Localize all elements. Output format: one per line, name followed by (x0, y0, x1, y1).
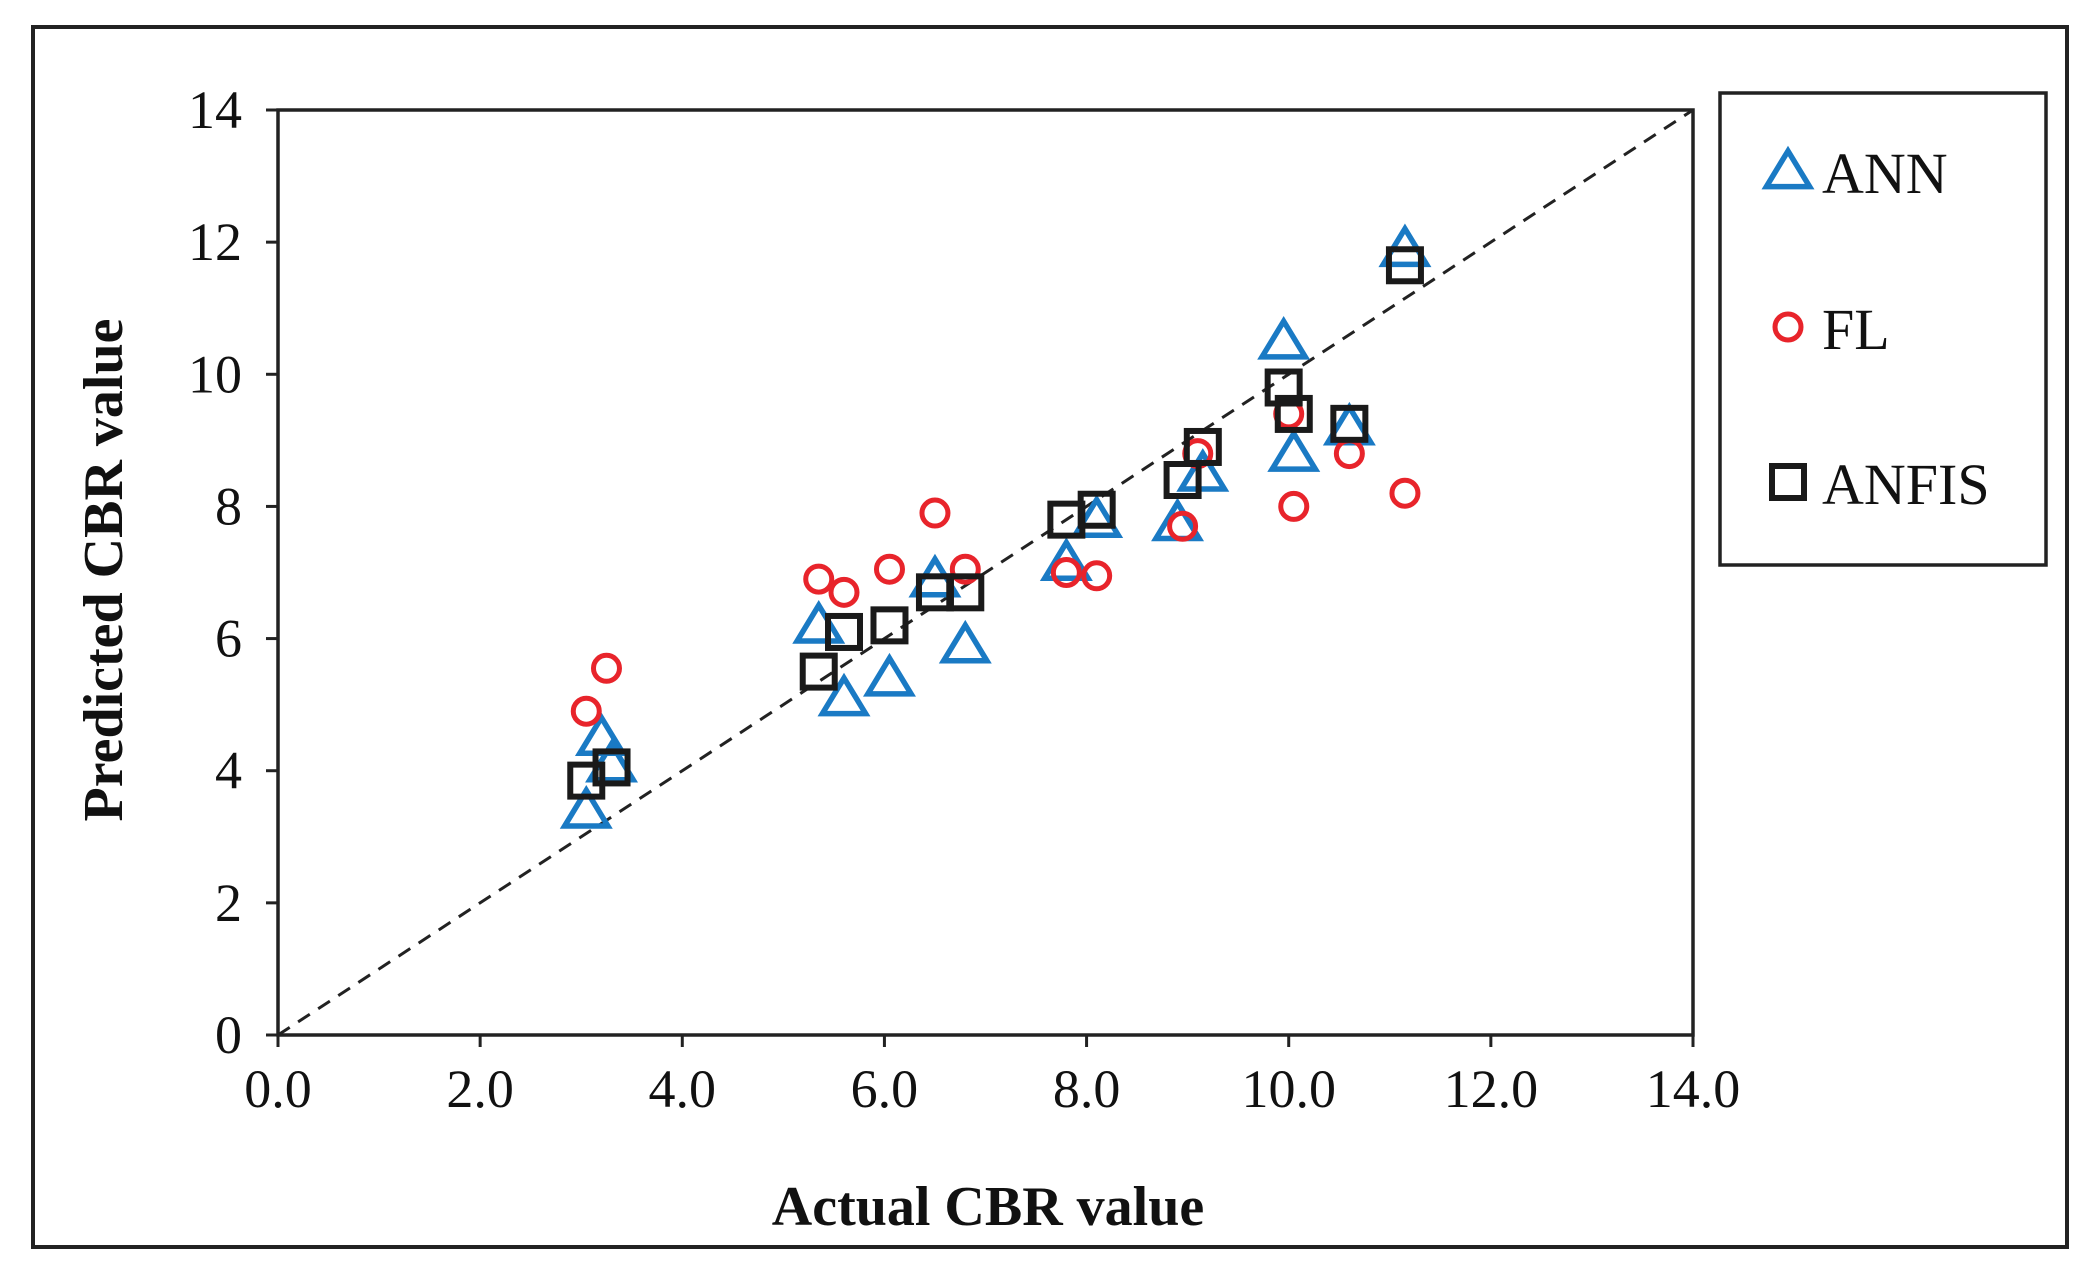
anfis-point (1264, 368, 1303, 407)
fl-point (949, 553, 981, 585)
legend-fl-label: FL (1822, 297, 1890, 362)
anfis-point (1330, 404, 1369, 443)
y-axis-title: Predicted CBR value (73, 319, 135, 822)
x-tick-label: 8.0 (1053, 1059, 1121, 1119)
x-tick-label: 12.0 (1444, 1059, 1539, 1119)
y-tick-label: 12 (188, 212, 242, 272)
anfis-point (870, 606, 909, 645)
ann-point (1267, 428, 1321, 472)
y-tick-label: 8 (215, 476, 242, 536)
legend-fl-marker (1772, 311, 1804, 343)
anfis-point (1077, 490, 1116, 529)
x-tick-label: 6.0 (851, 1059, 919, 1119)
ann-point (817, 672, 871, 717)
x-tick-label: 0.0 (244, 1059, 312, 1119)
ann-point (1257, 315, 1311, 360)
anfis-point (946, 573, 985, 612)
fl-point (1167, 510, 1199, 542)
ann-point (862, 652, 916, 697)
anfis-point (825, 612, 863, 651)
ann-point (1039, 537, 1093, 581)
fl-point (873, 553, 905, 585)
x-tick-label: 4.0 (649, 1059, 717, 1119)
x-tick-label: 14.0 (1646, 1059, 1741, 1119)
fl-point (803, 563, 835, 595)
x-tick-label: 2.0 (446, 1059, 514, 1119)
reference-line-layer (277, 108, 1694, 1037)
ann-point (938, 619, 992, 664)
legend-ann-marker (1761, 145, 1815, 190)
series-fl (570, 398, 1421, 727)
fl-point (828, 576, 860, 608)
fl-point (1081, 560, 1113, 592)
anfis-point (1163, 461, 1202, 499)
ann-point (559, 785, 613, 829)
fl-point (590, 652, 622, 684)
legend: ANN FL ANFIS (1761, 141, 1990, 517)
y-tick-label: 2 (215, 873, 242, 933)
y-tick-label: 6 (215, 609, 242, 669)
anfis-point (1385, 246, 1424, 285)
plot-area-frame (276, 108, 1695, 1037)
fl-point (1278, 490, 1310, 522)
data-marks-layer (559, 223, 1432, 829)
fl-point (919, 497, 951, 529)
legend-ann-label: ANN (1822, 141, 1948, 206)
legend-anfis-marker (1769, 463, 1807, 501)
y-tick-label: 0 (215, 1005, 242, 1065)
axes-layer: 0.0 2.0 4.0 6.0 8.0 10.0 12.0 14.0 0 2 4 6 8 10 12 14 (188, 80, 1740, 1119)
legend-anfis-label: ANFIS (1822, 452, 1990, 517)
fl-point (1050, 557, 1082, 588)
x-axis-title: Actual CBR value (772, 1176, 1204, 1238)
x-tick-label: 10.0 (1241, 1059, 1336, 1119)
y-tick-label: 14 (188, 80, 242, 140)
y-tick-label: 10 (188, 344, 242, 404)
anfis-point (1183, 427, 1222, 466)
anfis-point (799, 652, 838, 691)
y-tick-label: 4 (215, 741, 242, 801)
anfis-point (1274, 394, 1313, 433)
fl-point (1389, 477, 1421, 509)
reference-line-1to1 (277, 108, 1694, 1037)
ann-point (1070, 494, 1124, 538)
anfis-point (592, 748, 631, 787)
series-anfis (567, 246, 1424, 800)
ann-point (1176, 448, 1230, 492)
fl-point (570, 695, 602, 727)
